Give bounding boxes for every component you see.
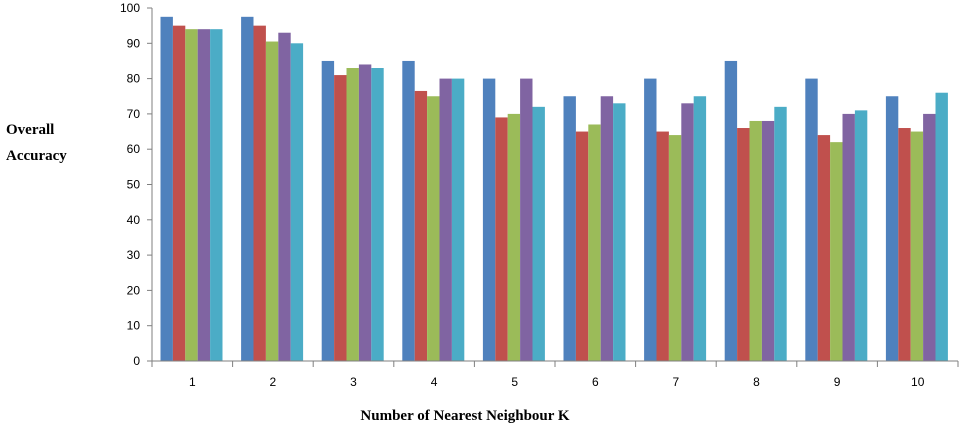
series-1 [160,16,899,361]
bar-series-4-k-7 [681,103,694,361]
bar-series-4-k-1 [197,29,211,362]
y-tick-label: 0 [133,354,140,368]
bar-series-4-k-8 [761,120,775,362]
bar-series-1-k-10 [885,96,899,361]
y-tick-label: 10 [127,319,141,333]
bar-series-5-k-5 [532,106,545,361]
x-tick-label: 9 [834,375,841,389]
bar-series-2-k-7 [656,131,669,361]
bar-series-2-k-3 [334,75,347,361]
x-tick-label: 3 [350,375,357,389]
bar-series-5-k-3 [371,68,384,361]
bar-series-1-k-1 [160,16,173,361]
bar-series-3-k-8 [749,120,762,362]
bar-series-5-k-4 [451,78,465,361]
x-tick-label: 4 [431,375,438,389]
x-tick-label: 7 [673,375,680,389]
bar-series-5-k-10 [935,92,948,361]
bar-series-1-k-4 [402,60,415,361]
plot-area: 0 10 20 30 40 50 60 70 80 90 100 1 2 3 4 5 6 7 8 9 10 [120,1,959,389]
bar-series-1-k-2 [241,16,254,361]
bar-series-1-k-7 [644,78,657,361]
bar-series-4-k-6 [600,96,614,361]
bar-series-3-k-6 [588,124,601,362]
y-tick-label: 20 [127,283,141,297]
bar-series-2-k-10 [898,128,911,361]
bar-series-1-k-8 [724,60,738,361]
bar-series-3-k-5 [507,113,521,362]
y-axis-title-line-2: Accuracy [6,148,67,164]
bar-series-4-k-3 [358,64,372,361]
bar-series-1-k-9 [805,78,818,361]
bar-series-5-k-8 [774,106,787,361]
y-axis-title-line-1: Overall [6,122,54,138]
bar-series-3-k-9 [830,142,843,361]
x-tick-label: 5 [511,375,518,389]
bar-series-3-k-2 [265,41,279,361]
bar-series-4-k-10 [923,113,936,362]
bar-series-4-k-5 [520,78,533,361]
x-tick-label: 6 [592,375,599,389]
y-tick-label: 40 [127,213,141,227]
bar-series-5-k-7 [693,96,707,361]
x-tick-label: 2 [270,375,277,389]
bar-series-5-k-6 [613,103,626,361]
y-axis-title: Overall Accuracy [6,122,67,164]
y-tick-label: 70 [127,107,141,121]
bar-series-2-k-9 [817,135,831,361]
bar-series-1-k-3 [321,60,335,361]
bar-series-2-k-1 [172,25,186,362]
bar-series-2-k-6 [575,131,589,361]
bar-series-3-k-7 [668,135,682,361]
bar-series-3-k-3 [346,68,359,361]
series-3 [185,29,924,362]
x-tick-label: 10 [911,375,925,389]
bar-series-4-k-9 [842,113,855,362]
bar-series-5-k-2 [290,43,304,362]
x-axis-title: Number of Nearest Neighbour K [360,408,569,424]
x-tick-label: 8 [753,375,760,389]
bar-series-3-k-4 [427,96,440,361]
y-tick-label: 60 [127,142,141,156]
y-tick-label: 30 [127,248,141,262]
bar-series-2-k-4 [414,90,428,361]
bar-series-2-k-2 [253,25,266,362]
bar-series-4-k-4 [439,78,452,361]
bar-series-2-k-5 [495,117,508,362]
series-4 [197,29,936,362]
y-tick-label: 80 [127,72,141,86]
bar-series-3-k-1 [185,29,198,362]
y-tick-label: 100 [120,1,140,15]
bar-series-2-k-8 [737,128,750,361]
bar-series-4-k-2 [278,32,291,362]
bar-series-3-k-10 [910,131,924,361]
bar-series-1-k-5 [482,78,496,361]
bar-series-5-k-1 [210,29,223,362]
x-tick-label: 1 [189,375,196,389]
y-tick-label: 50 [127,178,141,192]
y-tick-label: 90 [127,36,141,50]
bar-series-1-k-6 [563,96,576,361]
bar-series-5-k-9 [854,110,868,362]
series-5 [210,29,948,362]
series-2 [172,25,911,362]
